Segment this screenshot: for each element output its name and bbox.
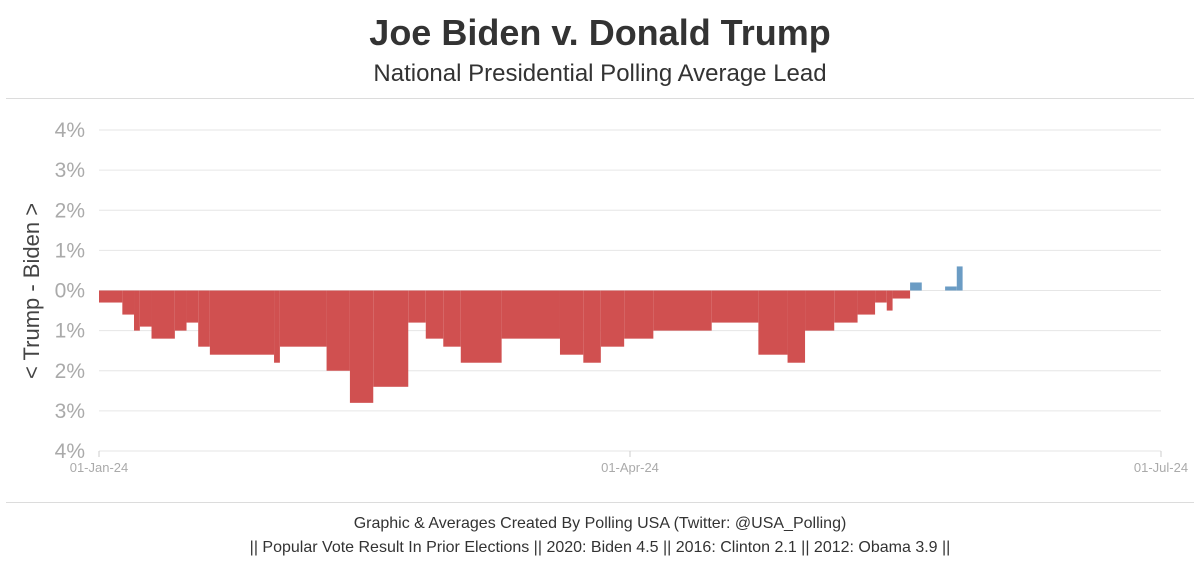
biden-lead-bar — [787, 290, 806, 363]
biden-lead-bar — [711, 290, 759, 323]
trump-lead-bar — [945, 286, 957, 291]
biden-lead-bar — [134, 290, 140, 331]
biden-lead-bar — [600, 290, 625, 347]
chart-title: Joe Biden v. Donald Trump — [369, 12, 831, 53]
biden-lead-bar — [99, 290, 123, 303]
x-tick-label: 01-Jan-24 — [70, 460, 129, 475]
biden-lead-bar — [443, 290, 461, 347]
biden-lead-bar — [892, 290, 911, 299]
chart-subtitle: National Presidential Polling Average Le… — [373, 60, 827, 87]
biden-lead-bar — [139, 290, 152, 327]
biden-lead-bar — [857, 290, 876, 315]
lead-bars — [99, 266, 963, 403]
biden-lead-bar — [349, 290, 374, 403]
trump-lead-bar — [956, 266, 963, 291]
biden-lead-bar — [583, 290, 601, 363]
y-tick-label: 3% — [55, 159, 85, 182]
header-divider — [6, 98, 1194, 99]
biden-lead-bar — [186, 290, 199, 323]
polling-lead-chart: 4%3%2%1%0%1%2%3%4% 01-Jan-24 01-Apr-24 01-… — [55, 119, 1188, 475]
y-tick-label: 1% — [55, 239, 85, 262]
y-tick-label: 1% — [55, 320, 85, 343]
biden-lead-bar — [425, 290, 444, 339]
biden-lead-bar — [653, 290, 712, 331]
y-tick-labels: 4% 3% 2% 1% 0% 1% 2% 3% 4% — [55, 119, 85, 463]
prior-results-line: || Popular Vote Result In Prior Election… — [249, 539, 951, 556]
biden-lead-bar — [501, 290, 560, 339]
biden-lead-bar — [326, 290, 350, 371]
biden-lead-bar — [408, 290, 426, 323]
x-tick-label: 01-Apr-24 — [601, 460, 659, 475]
y-tick-label: 2% — [55, 360, 85, 383]
biden-lead-bar — [875, 290, 887, 303]
biden-lead-bar — [886, 290, 893, 311]
biden-lead-bar — [274, 290, 280, 363]
biden-lead-bar — [805, 290, 835, 331]
y-tick-label: 3% — [55, 400, 85, 423]
y-tick-label: 4% — [55, 440, 85, 463]
biden-lead-bar — [209, 290, 275, 355]
biden-lead-bar — [198, 290, 210, 347]
biden-lead-bar — [758, 290, 788, 355]
biden-lead-bar — [151, 290, 175, 339]
biden-lead-bar — [279, 290, 327, 347]
biden-lead-bar — [834, 290, 858, 323]
credit-line: Graphic & Averages Created By Polling US… — [353, 515, 847, 532]
y-tick-label: 0% — [55, 280, 85, 303]
x-tick-labels: 01-Jan-24 01-Apr-24 01-Jul-24 — [70, 460, 1188, 475]
footer-divider — [6, 502, 1194, 503]
trump-lead-bar — [910, 282, 922, 291]
y-tick-label: 4% — [55, 119, 85, 142]
biden-lead-bar — [460, 290, 502, 363]
y-tick-label: 2% — [55, 199, 85, 222]
biden-lead-bar — [174, 290, 187, 331]
gridlines — [98, 129, 1162, 457]
biden-lead-bar — [373, 290, 409, 387]
biden-lead-bar — [122, 290, 135, 315]
x-tick-label: 01-Jul-24 — [1134, 460, 1188, 475]
biden-lead-bar — [559, 290, 584, 355]
biden-lead-bar — [624, 290, 654, 339]
